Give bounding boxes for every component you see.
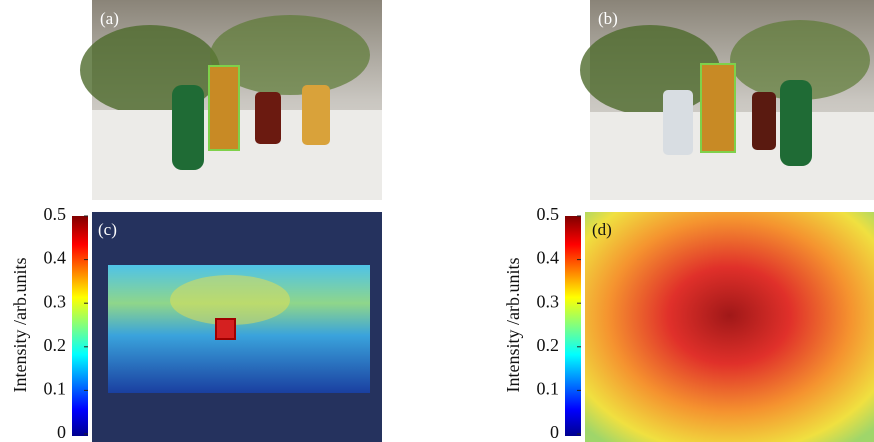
tick-label: 0.2 (537, 335, 560, 355)
photo-b: (b) (580, 0, 874, 200)
tick-label: 0.2 (44, 335, 67, 355)
tick-label: 0.1 (44, 379, 67, 399)
page: (a) (b) (c) (d) 0 0.1 0.2 0.3 0.4 0.5 Intensit… (0, 0, 874, 442)
colorbar (72, 216, 88, 436)
tick-label: 0.1 (537, 379, 560, 399)
heatmap-d: (d) (585, 212, 874, 442)
tick-label: 0.3 (537, 291, 560, 311)
tick-label: 0 (550, 422, 559, 442)
panel-label: (a) (100, 9, 119, 28)
photo-a: (a) (80, 0, 382, 200)
axis-label: Intensity /arb.units (10, 258, 30, 393)
tick-label: 0.5 (537, 204, 560, 224)
tick-label: 0 (57, 422, 66, 442)
colorbar (565, 216, 581, 436)
figure: (a) (b) (c) (d) 0 0.1 0.2 0.3 0.4 0.5 Intensit… (0, 0, 874, 442)
panel-label: (d) (592, 220, 612, 239)
tick-label: 0.4 (44, 248, 67, 268)
tick-label: 0.4 (537, 248, 560, 268)
tick-label: 0.5 (44, 204, 67, 224)
tick-label: 0.3 (44, 291, 67, 311)
panel-label: (b) (598, 9, 618, 28)
panel-label: (c) (98, 220, 117, 239)
axis-label: Intensity /arb.units (503, 258, 523, 393)
heatmap-c: (c) (92, 212, 382, 442)
